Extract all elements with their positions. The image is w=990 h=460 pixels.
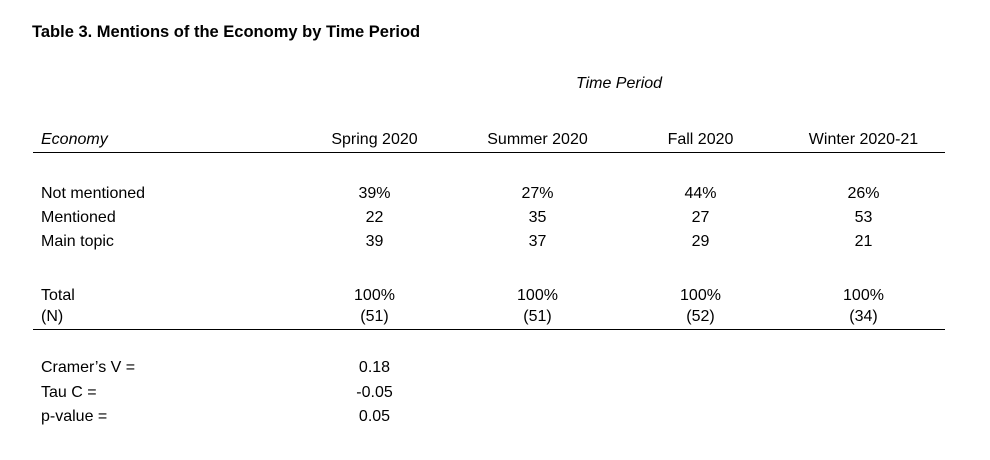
table-cell: 100% xyxy=(354,287,395,304)
table-cell: (51) xyxy=(293,308,456,330)
table-cell: 29 xyxy=(691,233,710,250)
table-cell: 37 xyxy=(528,233,547,250)
table-cell: 27 xyxy=(691,209,710,226)
table-cell: 22 xyxy=(365,209,384,226)
table-cell: 39% xyxy=(358,185,391,202)
table-cell: 35 xyxy=(528,209,547,226)
spacer-row xyxy=(33,152,945,182)
stat-value-cramers-v: 0.18 xyxy=(358,359,391,377)
table-cell: 44% xyxy=(684,185,717,202)
stat-label-cramers-v: Cramer’s V = xyxy=(41,359,136,377)
column-header-winter-2020-21: Winter 2020-21 xyxy=(782,128,945,153)
column-header-economy: Economy xyxy=(33,128,293,153)
table-row-mentioned: Mentioned 22 35 27 53 xyxy=(33,206,945,230)
economy-by-time-period-table: Economy Spring 2020 Summer 2020 Fall 202… xyxy=(33,128,945,330)
table-title: Table 3. Mentions of the Economy by Time… xyxy=(32,23,421,41)
table-cell: 21 xyxy=(854,233,873,250)
stat-row-tau-c: Tau C = -0.05 xyxy=(33,381,456,406)
table-cell: 27% xyxy=(521,185,554,202)
stat-row-cramers-v: Cramer’s V = 0.18 xyxy=(33,356,456,381)
table-cell: (51) xyxy=(456,308,619,330)
table-cell: 100% xyxy=(843,287,884,304)
column-header-spring-2020: Spring 2020 xyxy=(293,128,456,153)
row-label-not-mentioned: Not mentioned xyxy=(41,185,146,202)
stat-value-p-value: 0.05 xyxy=(358,408,391,426)
row-label-total: Total xyxy=(41,287,75,304)
table-cell: 26% xyxy=(847,185,880,202)
table-row-total: Total 100% 100% 100% 100% xyxy=(33,284,945,308)
table-cell: 100% xyxy=(680,287,721,304)
row-label-mentioned: Mentioned xyxy=(41,209,116,226)
column-header-summer-2020: Summer 2020 xyxy=(456,128,619,153)
stat-label-p-value: p-value = xyxy=(41,408,108,426)
table-cell: (34) xyxy=(782,308,945,330)
table-cell: 100% xyxy=(517,287,558,304)
table-cell: 39 xyxy=(365,233,384,250)
stat-value-tau-c: -0.05 xyxy=(356,383,393,401)
table-header-row: Economy Spring 2020 Summer 2020 Fall 202… xyxy=(33,128,945,153)
table-row-not-mentioned: Not mentioned 39% 27% 44% 26% xyxy=(33,182,945,206)
spacer-row xyxy=(33,254,945,284)
row-label-main-topic: Main topic xyxy=(41,233,114,250)
statistics-block: Cramer’s V = 0.18 Tau C = -0.05 p-value … xyxy=(33,356,456,430)
time-period-group-header: Time Period xyxy=(575,75,663,92)
table-row-n: (N) (51) (51) (52) (34) xyxy=(33,308,945,330)
table-row-main-topic: Main topic 39 37 29 21 xyxy=(33,230,945,254)
stat-row-p-value: p-value = 0.05 xyxy=(33,405,456,430)
row-label-n: (N) xyxy=(33,308,293,330)
table-cell: (52) xyxy=(619,308,782,330)
column-header-fall-2020: Fall 2020 xyxy=(619,128,782,153)
stat-label-tau-c: Tau C = xyxy=(41,383,97,401)
table-cell: 53 xyxy=(854,209,873,226)
